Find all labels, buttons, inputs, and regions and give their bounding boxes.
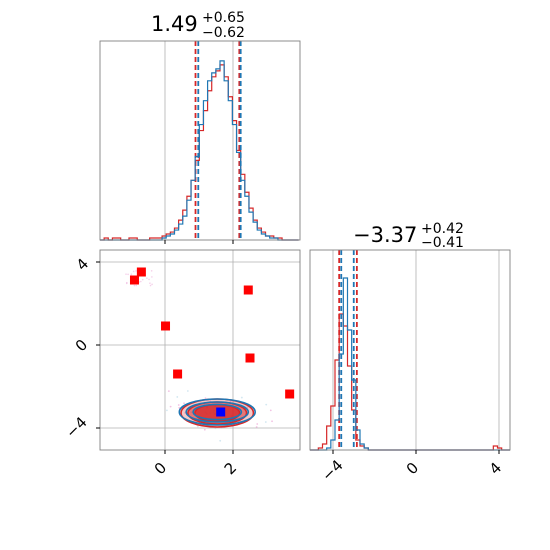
x-marginal-title: 1.49 +0.65 −0.62 [151,10,245,41]
sample-point [178,406,181,409]
x-tick-label: 0 [151,459,170,478]
red-square-marker [136,267,146,277]
svg-text:+0.65: +0.65 [202,10,245,26]
sample-point [139,280,142,283]
svg-text:−3.37: −3.37 [353,223,417,247]
red-square-marker [245,353,255,363]
sample-point [146,277,148,279]
sample-point [130,273,133,275]
sample-point [132,270,135,273]
sample-point [264,421,267,423]
red-square-marker [161,321,171,331]
sample-point [269,409,272,412]
svg-text:1.49: 1.49 [151,12,198,36]
sample-point [151,283,153,286]
red-square-marker [173,369,183,379]
x-tick-label: 4 [486,459,505,478]
sample-point [203,428,206,431]
sample-point [141,278,144,281]
sample-point [169,405,172,408]
sample-point [177,404,180,406]
histogram-step-line [100,60,299,241]
svg-text:−0.62: −0.62 [202,25,245,41]
blue-square-marker [216,407,226,417]
axes-frame [309,249,511,451]
sample-point [149,284,152,287]
sample-point [196,425,199,428]
sample-point [240,396,243,399]
sample-point [127,273,129,276]
sample-point [167,390,170,393]
svg-text:+0.42: +0.42 [421,221,464,237]
sample-point [126,281,128,284]
sample-point [150,270,153,272]
sample-point [125,282,128,285]
sample-point [151,276,153,278]
sample-point [219,439,222,442]
histogram-step-line [100,64,299,241]
y-marginal-title: −3.37 +0.42 −0.41 [353,221,464,251]
sample-point [135,270,137,272]
y-tick-label: 4 [73,255,92,274]
sample-point [271,420,273,423]
sample-point [176,396,179,398]
svg-text:−0.41: −0.41 [421,235,464,251]
sample-point [183,402,185,405]
sample-point [214,427,217,430]
density-contour [192,403,243,421]
axes-frame [99,249,301,451]
sample-point [133,284,136,287]
y-tick-label: −4 [62,413,90,441]
density-contour [178,398,256,426]
red-square-marker [243,285,253,295]
x-tick-label: −4 [318,456,346,484]
sample-point [256,423,259,425]
sample-point [255,426,258,428]
y-tick-label: 0 [72,336,91,355]
sample-point [149,282,151,284]
sample-point [204,397,207,400]
sample-point [265,403,268,406]
sample-point [186,390,189,392]
red-square-marker [129,275,139,285]
x-tick-label: 0 [403,459,422,478]
sample-point [148,278,150,281]
x-tick-label: 2 [221,459,240,478]
axes-frame [99,40,301,241]
joint-contour-panel: 4 0 −4 0 2 [62,249,301,478]
sample-point [166,409,168,412]
red-square-marker [285,389,295,399]
density-contour [185,401,250,423]
sample-point [125,273,127,275]
sample-point [135,284,138,287]
y-marginal-histogram-panel: −4 0 4 [309,249,511,485]
x-marginal-histogram-panel [99,40,301,244]
